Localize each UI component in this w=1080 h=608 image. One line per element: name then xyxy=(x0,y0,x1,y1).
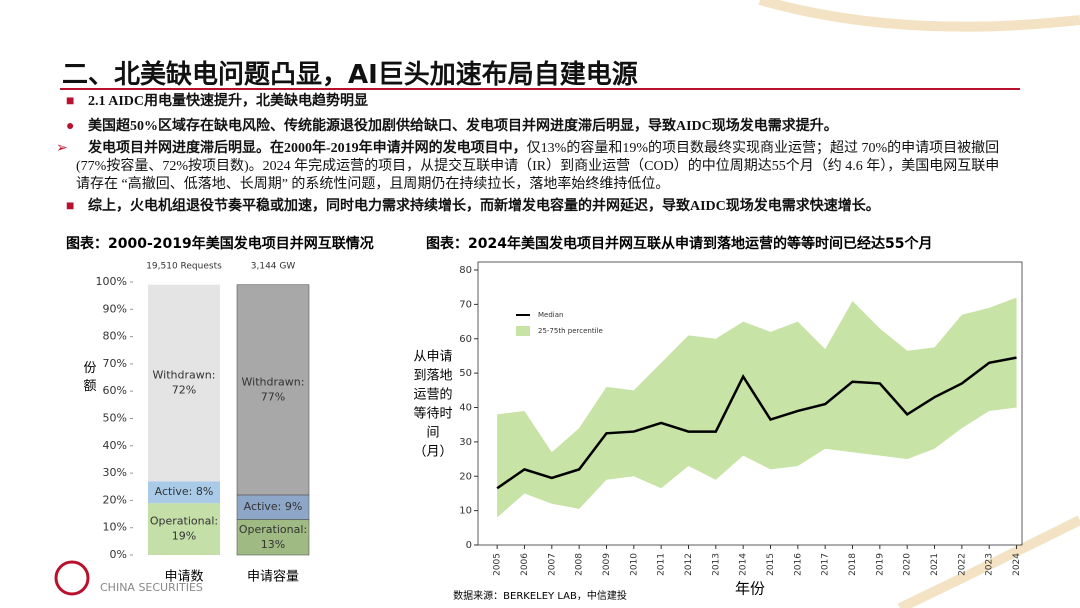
x-tick-label: 2009 xyxy=(602,553,612,576)
x-tick-label: 2013 xyxy=(711,553,721,576)
y-tick-label: 0% xyxy=(110,548,127,561)
y-tick-label: 70 xyxy=(459,299,472,310)
y-tick-label: 60 xyxy=(459,334,472,345)
x-tick-label: 2014 xyxy=(739,553,749,576)
value-label: Active: 9% xyxy=(244,500,303,513)
y-tick-label: 20% xyxy=(103,493,127,506)
swoosh xyxy=(758,0,1080,32)
x-tick-label: 2022 xyxy=(957,553,967,576)
x-tick-label: 2018 xyxy=(848,553,858,576)
y-tick-label: 0 xyxy=(466,540,472,551)
x-tick-label: 2017 xyxy=(821,553,831,576)
source: 数据来源：BERKELEY LAB，中信建投 xyxy=(453,589,627,602)
y-axis-title: 从申请到落地运营的等待时间（月） xyxy=(413,349,452,459)
bullet-text: 综上，火电机组退役节奏平稳或加速，同时电力需求持续增长，而新增发电容量的并网延迟… xyxy=(88,199,880,214)
x-tick-label: 2010 xyxy=(629,553,639,576)
x-tick-label: 2021 xyxy=(930,553,940,576)
y-tick-label: 10% xyxy=(103,521,127,534)
y-tick-label: 30 xyxy=(459,437,472,448)
chart-title: 图表：2024年美国发电项目并网互联从申请到落地运营的等等时间已经达55个月 xyxy=(426,235,932,252)
x-tick-label: 2015 xyxy=(766,553,776,576)
x-tick-label: 2019 xyxy=(875,553,885,576)
legend-swatch xyxy=(516,326,530,336)
x-tick-label: 2008 xyxy=(575,553,585,576)
bullet-text: 美国超50%区域存在缺电风险、传统能源退役加剧供给缺口、发电项目并网进度滞后明显… xyxy=(88,119,838,134)
bullet: ■ 2.1 AIDC用电量快速提升，北美缺电趋势明显 xyxy=(66,94,369,109)
y-tick-label: 20 xyxy=(459,471,472,482)
y-tick-label: 40 xyxy=(459,403,472,414)
x-tick-label: 2016 xyxy=(793,553,803,576)
plot-frame xyxy=(477,261,1023,546)
bar-top-label: 3,144 GW xyxy=(251,262,296,272)
logo-mark xyxy=(54,560,90,596)
x-tick-label: 2005 xyxy=(493,553,503,576)
y-tick-label: 100% xyxy=(96,275,127,288)
x-tick-label: 2023 xyxy=(985,553,995,576)
value-label: Withdrawn: 72% xyxy=(153,369,216,397)
bar-segment xyxy=(236,494,310,520)
y-tick-label: 80% xyxy=(103,330,127,343)
bar-segment xyxy=(236,284,310,496)
x-tick-label: 2020 xyxy=(903,553,913,576)
percentile-band xyxy=(497,297,1017,518)
y-axis-title: 份额 xyxy=(83,361,96,394)
y-tick-label: 10 xyxy=(459,506,472,517)
bar-segment xyxy=(148,503,220,555)
y-tick-label: 40% xyxy=(103,439,127,452)
legend-label: 25-75th percentile xyxy=(538,327,603,335)
x-tick-label: 2024 xyxy=(1012,553,1022,576)
bar-segment xyxy=(148,284,220,482)
x-tick-label: 申请数 xyxy=(164,570,203,585)
value-label: Withdrawn: 77% xyxy=(242,375,305,403)
value-label: Active: 8% xyxy=(155,485,214,498)
bar-top-label: 19,510 Requests xyxy=(146,262,222,272)
x-tick-label: 2007 xyxy=(547,553,557,576)
y-tick-label: 80 xyxy=(459,265,472,276)
swoosh xyxy=(897,515,1080,608)
title-rule xyxy=(60,88,1020,90)
y-tick-label: 70% xyxy=(103,357,127,370)
bullet: ■ 综上，火电机组退役节奏平稳或加速，同时电力需求持续增长，而新增发电容量的并网延… xyxy=(66,199,880,214)
y-tick-label: 60% xyxy=(103,384,127,397)
x-tick-label: 2012 xyxy=(684,553,694,576)
bullet-text: 2.1 AIDC用电量快速提升，北美缺电趋势明显 xyxy=(88,94,369,109)
x-tick-label: 2006 xyxy=(520,553,530,576)
chart-title: 图表：2000-2019年美国发电项目并网互联情况 xyxy=(66,235,374,252)
bullet-bold: 发电项目并网进度滞后明显。在2000年-2019年申请并网的发电项目中， xyxy=(88,141,527,156)
slide-title: 二、北美缺电问题凸显，AI巨头加速布局自建电源 xyxy=(62,60,638,90)
bar-segment xyxy=(148,481,220,504)
value-label: Operational: 19% xyxy=(150,515,218,543)
x-tick-label: 申请容量 xyxy=(247,569,299,585)
legend-label: Median xyxy=(538,311,563,319)
x-tick-label: 2011 xyxy=(657,553,667,576)
y-tick-label: 90% xyxy=(103,302,127,315)
bullet: ● 美国超50%区域存在缺电风险、传统能源退役加剧供给缺口、发电项目并网进度滞后明… xyxy=(66,119,838,134)
bullet: ➢ 发电项目并网进度滞后明显。在2000年-2019年申请并网的发电项目中，仅13… xyxy=(56,141,1000,192)
median-line xyxy=(496,356,1017,490)
y-tick-label: 50 xyxy=(459,368,472,379)
logo-text: CHINA SECURITIES xyxy=(100,581,203,594)
y-tick-label: 50% xyxy=(103,412,127,425)
bullet-text: 仅13%的容量和19%的项目数最终实现商业运营；超过 70%的申请项目被撤回(7… xyxy=(76,141,1000,192)
x-axis-title: 年份 xyxy=(735,580,765,598)
value-label: Operational: 13% xyxy=(239,523,307,551)
y-tick-label: 30% xyxy=(103,466,127,479)
